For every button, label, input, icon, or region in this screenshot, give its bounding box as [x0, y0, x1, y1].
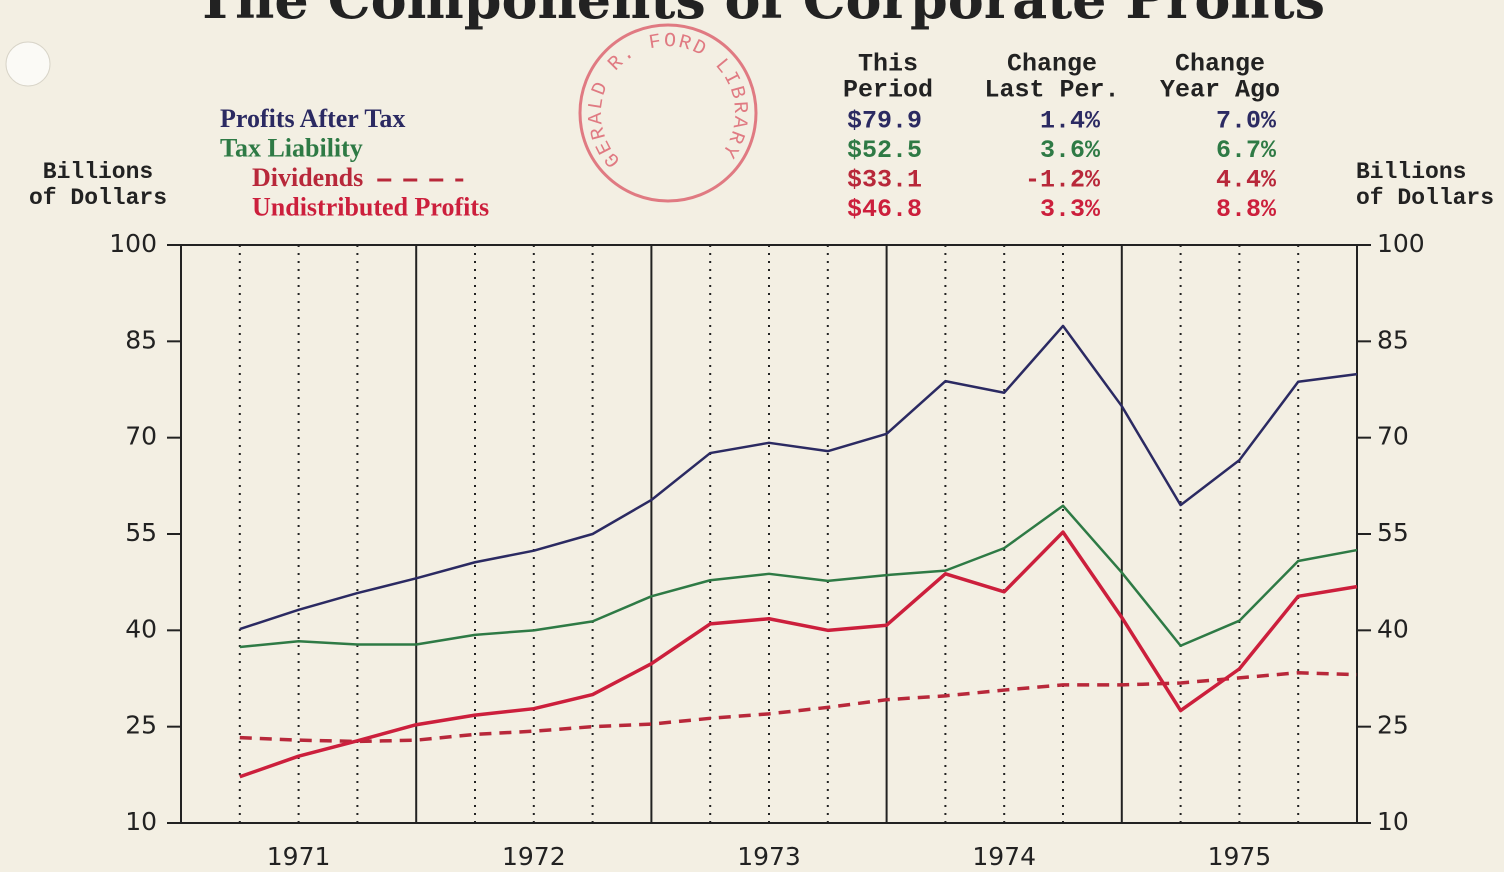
legend-label: Profits After Tax — [220, 104, 405, 133]
legend-label: Undistributed Profits — [252, 192, 489, 221]
y-tick-label: 25 — [125, 711, 157, 740]
y2-tick-label: 100 — [1377, 229, 1425, 258]
table-header: Change — [1175, 50, 1265, 79]
table-cell: 8.8% — [1216, 195, 1277, 224]
x-tick-label: 1975 — [1208, 842, 1272, 871]
y2-tick-label: 40 — [1377, 614, 1409, 643]
x-tick-label: 1972 — [502, 842, 566, 871]
table-header: Change — [1007, 50, 1097, 79]
table-cell: 3.3% — [1040, 195, 1101, 224]
legend-label: Tax Liability — [220, 133, 363, 162]
y-axis-label: Billions — [43, 159, 153, 185]
table-header: Year Ago — [1160, 76, 1280, 105]
series-line — [239, 530, 1358, 779]
y-axis-label: of Dollars — [29, 185, 167, 211]
series-line — [239, 670, 1358, 744]
x-tick-label: 1974 — [972, 842, 1036, 871]
y2-tick-label: 85 — [1377, 325, 1409, 354]
stamp-ring — [578, 23, 758, 203]
y-tick-label: 55 — [125, 518, 157, 547]
y2-axis-label: of Dollars — [1356, 185, 1494, 211]
table-cell: $33.1 — [847, 166, 922, 195]
table-cell: 7.0% — [1216, 107, 1277, 136]
y2-tick-label: 55 — [1377, 518, 1409, 547]
y-tick-label: 70 — [125, 422, 157, 451]
y2-tick-label: 70 — [1377, 422, 1409, 451]
table-cell: 3.6% — [1040, 136, 1101, 165]
table-header: This — [858, 50, 918, 79]
table-cell: $46.8 — [847, 195, 922, 224]
y-tick-label: 40 — [125, 614, 157, 643]
table-cell: $52.5 — [847, 136, 922, 165]
table-header: Period — [843, 76, 933, 105]
table-cell: -1.2% — [1025, 166, 1101, 195]
table-cell: 1.4% — [1040, 107, 1101, 136]
x-tick-label: 1971 — [267, 842, 331, 871]
series-line — [239, 324, 1358, 631]
y-tick-label: 100 — [109, 229, 157, 258]
table-cell: $79.9 — [847, 107, 922, 136]
table-header: Last Per. — [984, 76, 1119, 105]
y2-axis-label: Billions — [1356, 159, 1466, 185]
y2-tick-label: 25 — [1377, 711, 1409, 740]
y-tick-label: 10 — [125, 807, 157, 836]
punch-hole — [5, 41, 51, 87]
y2-tick-label: 10 — [1377, 807, 1409, 836]
series-line — [239, 504, 1358, 649]
x-tick-label: 1973 — [737, 842, 801, 871]
table-cell: 6.7% — [1216, 136, 1277, 165]
chart-title: The Components of Corporate Profits — [195, 0, 1325, 31]
table-cell: 4.4% — [1216, 166, 1277, 195]
legend-label: Dividends — [252, 163, 363, 192]
y-tick-label: 85 — [125, 325, 157, 354]
